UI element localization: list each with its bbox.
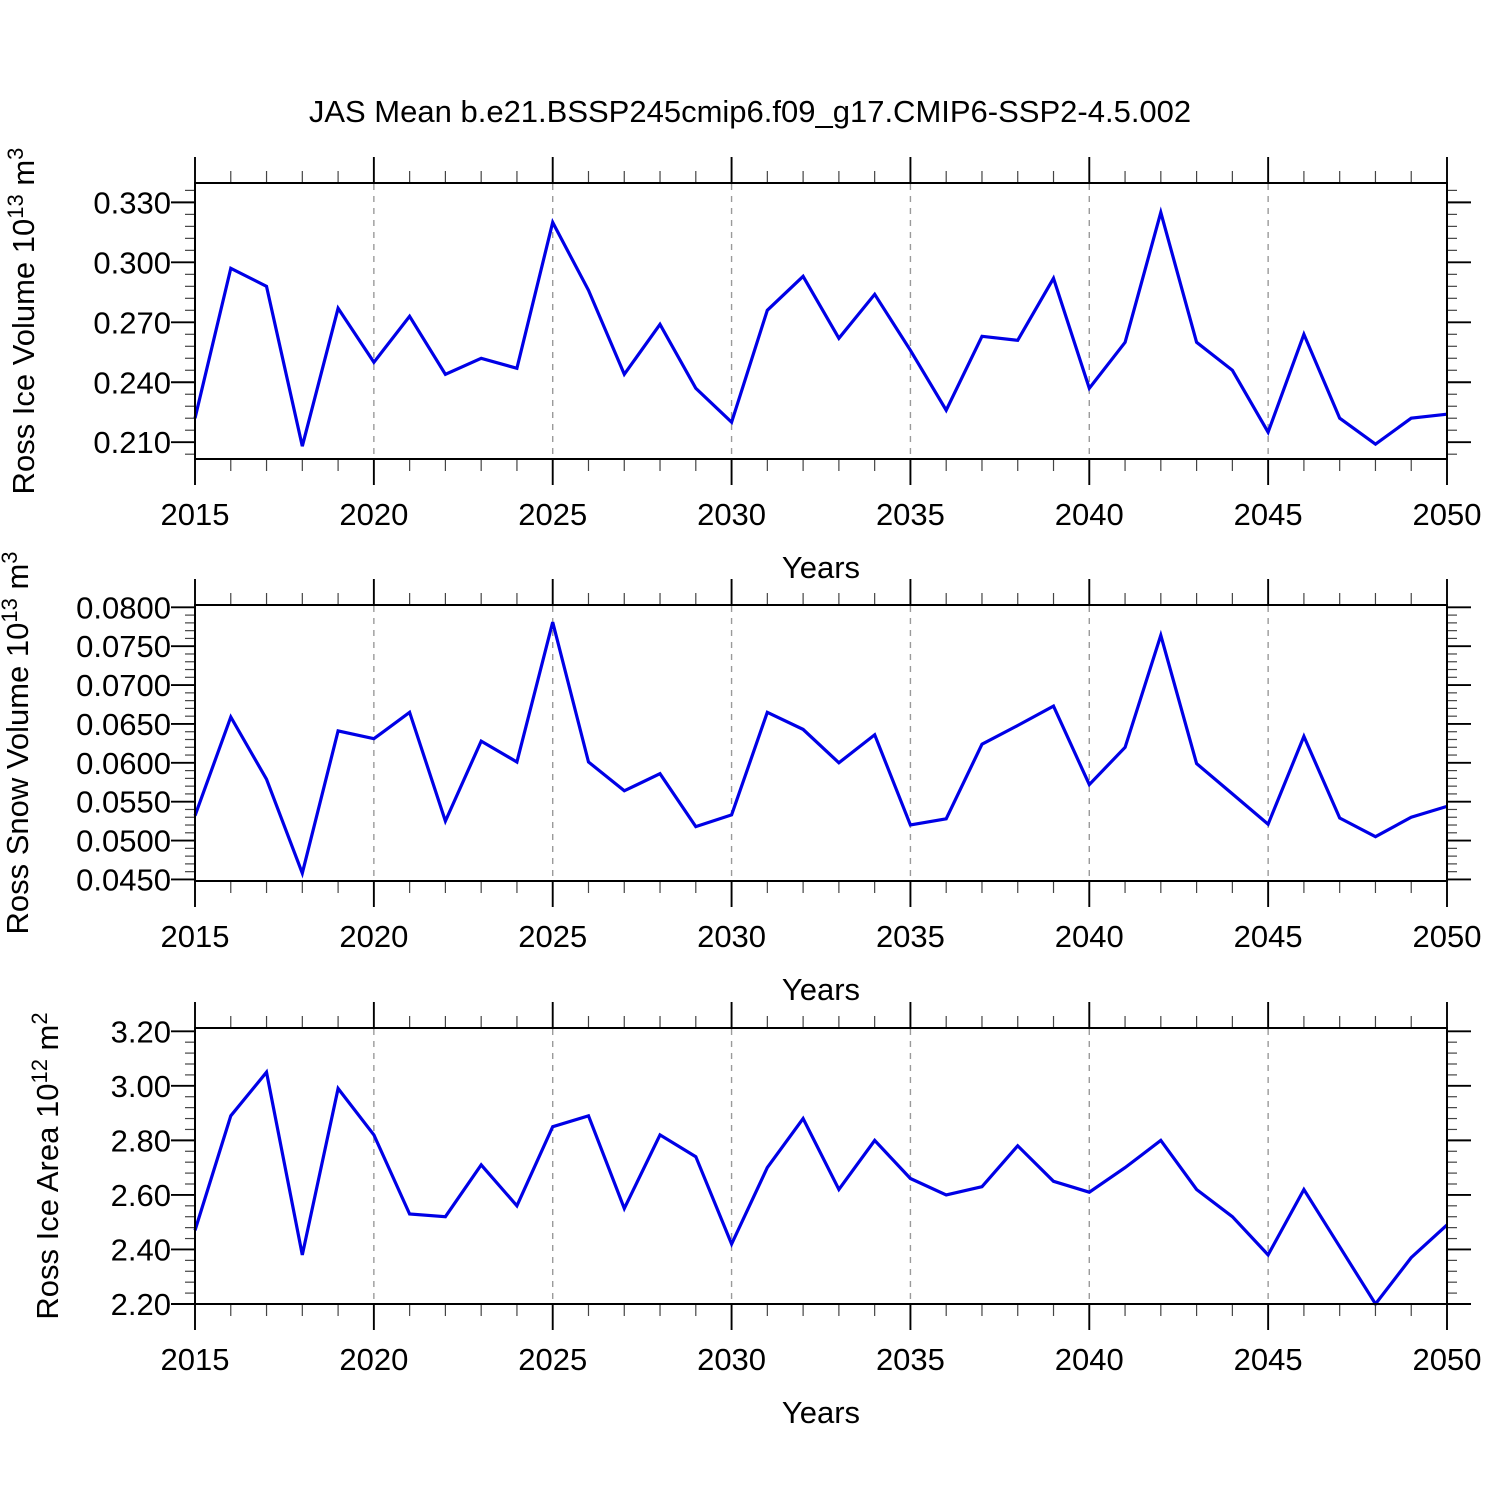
x-tick-label: 2040: [1055, 497, 1124, 532]
x-tick-label: 2040: [1055, 919, 1124, 954]
y-tick-label: 0.0800: [76, 590, 171, 625]
x-tick-label: 2025: [518, 497, 587, 532]
series-line: [193, 1068, 1449, 1307]
plot-border: [194, 182, 1448, 460]
x-tick-label: 2045: [1234, 497, 1303, 532]
y-tick-label: 0.240: [93, 365, 171, 400]
y-tick-label: 0.0650: [76, 707, 171, 742]
y-tick-label: 2.40: [111, 1232, 171, 1267]
y-tick-label: 0.0750: [76, 629, 171, 664]
x-tick-label: 2030: [697, 919, 766, 954]
ross-ice-area-chart: 2.20 2.40 2.60 2.80 3.00 3.20 2015 2020 2025 2030…: [27, 1002, 1481, 1430]
plot-border: [194, 1027, 1448, 1305]
x-axis-title: Years: [782, 972, 860, 1007]
x-tick-label: 2015: [161, 919, 230, 954]
figure-title: JAS Mean b.e21.BSSP245cmip6.f09_g17.CMIP…: [308, 94, 1192, 129]
x-tick-label: 2015: [161, 1342, 230, 1377]
series-line: [193, 206, 1448, 447]
x-tick-label: 2030: [697, 1342, 766, 1377]
plot-border: [194, 604, 1448, 882]
x-tick-label: 2045: [1234, 919, 1303, 954]
x-axis-title: Years: [782, 550, 860, 585]
y-tick-label: 0.330: [93, 185, 171, 220]
y-tick-label: 2.20: [111, 1287, 171, 1322]
y-tick-label: 0.300: [93, 245, 171, 280]
ross-ice-volume-chart: 0.210 0.240 0.270 0.300 0.330 2015 2020 2025 203…: [3, 148, 1481, 585]
x-tick-label: 2025: [518, 1342, 587, 1377]
x-tick-label: 2020: [339, 497, 408, 532]
x-tick-label: 2015: [161, 497, 230, 532]
y-tick-label: 0.0450: [76, 862, 171, 897]
x-tick-label: 2040: [1055, 1342, 1124, 1377]
y-tick-label: 2.80: [111, 1123, 171, 1158]
y-axis-title: Ross Snow Volume 1013 m3: [0, 551, 35, 934]
y-tick-label: 3.20: [111, 1014, 171, 1049]
x-tick-label: 2020: [339, 1342, 408, 1377]
y-tick-label: 0.210: [93, 425, 171, 460]
x-tick-label: 2045: [1234, 1342, 1303, 1377]
y-tick-label: 0.0500: [76, 824, 171, 859]
y-tick-label: 2.60: [111, 1178, 171, 1213]
x-tick-label: 2050: [1413, 497, 1482, 532]
y-tick-label: 0.0600: [76, 746, 171, 781]
x-tick-label: 2035: [876, 1342, 945, 1377]
y-axis-title: Ross Ice Volume 1013 m3: [3, 148, 41, 495]
series-line: [193, 621, 1448, 879]
x-tick-label: 2025: [518, 919, 587, 954]
x-tick-label: 2050: [1413, 919, 1482, 954]
x-tick-label: 2035: [876, 919, 945, 954]
x-axis-title: Years: [782, 1395, 860, 1430]
y-tick-label: 0.0700: [76, 668, 171, 703]
y-tick-label: 3.00: [111, 1069, 171, 1104]
y-axis-title: Ross Ice Area 1012 m2: [27, 1012, 65, 1319]
x-tick-label: 2030: [697, 497, 766, 532]
x-tick-label: 2035: [876, 497, 945, 532]
y-tick-label: 0.0550: [76, 785, 171, 820]
y-tick-label: 0.270: [93, 305, 171, 340]
x-tick-label: 2050: [1413, 1342, 1482, 1377]
x-tick-label: 2020: [339, 919, 408, 954]
